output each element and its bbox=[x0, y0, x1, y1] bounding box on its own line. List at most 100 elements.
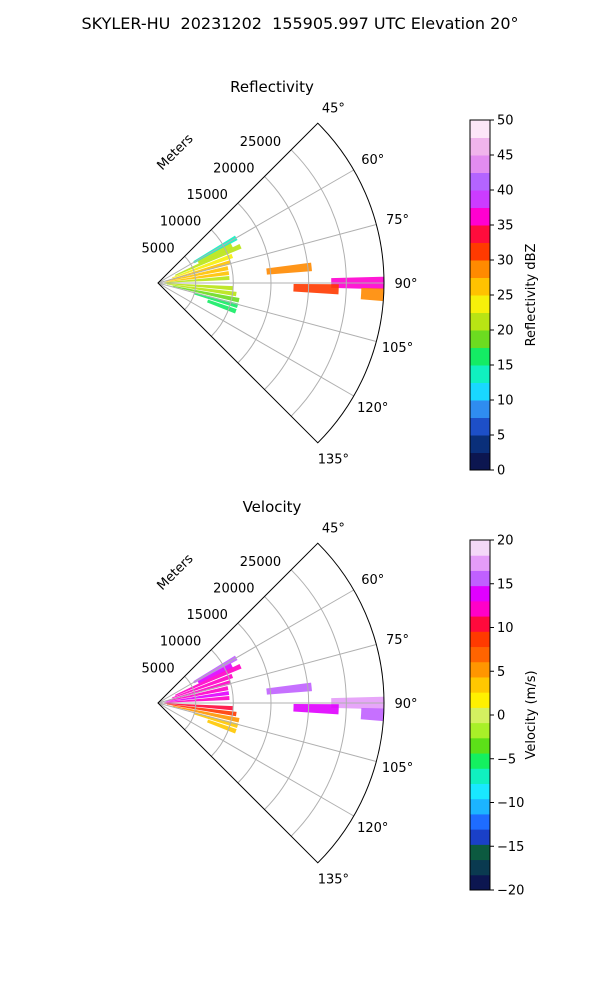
reflectivity-colorbar: 0 5 10 15 20 25 30 35 40 45 50 bbox=[469, 114, 514, 479]
colorbar-segment bbox=[470, 330, 490, 348]
colorbar-segment bbox=[470, 400, 490, 418]
azimuth-gridline bbox=[157, 702, 377, 762]
velocity-grid bbox=[157, 542, 385, 864]
colorbar-tick-label: 5 bbox=[497, 429, 505, 444]
colorbar-tick-label: 5 bbox=[497, 665, 505, 680]
colorbar-tick-label: 25 bbox=[497, 289, 514, 304]
data-gate bbox=[166, 266, 229, 282]
colorbar-segment bbox=[470, 707, 490, 724]
data-gate bbox=[266, 262, 312, 275]
angle-tick-label: 120° bbox=[357, 821, 388, 836]
range-tick-label: 10000 bbox=[160, 635, 201, 650]
data-gate bbox=[207, 719, 237, 734]
colorbar-segment bbox=[470, 260, 490, 278]
colorbar-tick-label: 10 bbox=[497, 621, 514, 636]
azimuth-gridline bbox=[157, 644, 377, 704]
angle-tick-label: 60° bbox=[361, 153, 384, 168]
reflectivity-tick-labels: 45° 60° 75° 90° 105° 120° 135° 5000 10000 15000 20… bbox=[142, 102, 418, 468]
colorbar-segment bbox=[470, 540, 490, 556]
data-gate bbox=[163, 276, 230, 283]
colorbar-tick-label: 0 bbox=[497, 709, 505, 724]
azimuth-gridline bbox=[157, 282, 354, 397]
colorbar-segment bbox=[470, 190, 490, 208]
angle-tick-label: 90° bbox=[394, 277, 417, 292]
reflectivity-colorbar-label: Reflectivity dBZ bbox=[524, 244, 539, 347]
data-gate bbox=[166, 284, 237, 297]
colorbar-segment bbox=[470, 277, 490, 296]
data-gate bbox=[172, 673, 234, 699]
velocity-title: Velocity bbox=[243, 498, 302, 516]
data-gate bbox=[207, 299, 237, 314]
angle-tick-label: 105° bbox=[382, 761, 413, 776]
colorbar-segment bbox=[470, 452, 490, 471]
velocity-tick-labels: 45° 60° 75° 90° 105° 120° 135° 5000 10000 15000 20… bbox=[142, 522, 418, 888]
colorbar-tick-label: 15 bbox=[497, 577, 514, 592]
colorbar-segment bbox=[470, 347, 490, 366]
colorbar-tick-label: 45 bbox=[497, 149, 514, 164]
data-gate bbox=[197, 663, 233, 684]
colorbar-segment bbox=[470, 813, 490, 830]
velocity-panel: Velocity 45°60°75°90°105°120°135°5000100… bbox=[142, 498, 539, 899]
colorbar-tick-label: −10 bbox=[497, 796, 524, 811]
colorbar-tick-label: 15 bbox=[497, 359, 514, 374]
colorbar-segment bbox=[470, 631, 490, 648]
range-tick-label: 25000 bbox=[240, 135, 281, 150]
data-gate bbox=[163, 696, 230, 703]
range-tick-label: 20000 bbox=[213, 581, 254, 596]
colorbar-segment bbox=[470, 585, 490, 602]
angle-tick-label: 75° bbox=[386, 633, 409, 648]
data-gate bbox=[172, 705, 240, 723]
colorbar-segment bbox=[470, 225, 490, 243]
colorbar-tick-label: 20 bbox=[497, 534, 514, 549]
data-gate bbox=[165, 691, 230, 703]
colorbar-tick-label: −5 bbox=[497, 752, 516, 767]
colorbar-segment bbox=[470, 120, 490, 138]
range-tick-label: 15000 bbox=[187, 188, 228, 203]
range-tick-label: 10000 bbox=[160, 215, 201, 230]
data-gate bbox=[166, 686, 229, 702]
range-tick-label: 5000 bbox=[142, 241, 175, 256]
data-gate bbox=[174, 663, 242, 696]
colorbar-segment bbox=[470, 859, 490, 876]
colorbar-segment bbox=[470, 365, 490, 383]
colorbar-segment bbox=[470, 874, 490, 891]
colorbar-segment bbox=[470, 600, 490, 617]
colorbar-segment bbox=[470, 783, 490, 800]
colorbar-segment bbox=[470, 753, 490, 769]
sector-frame bbox=[157, 542, 385, 864]
colorbar-segment bbox=[470, 646, 490, 663]
azimuth-gridline bbox=[157, 589, 354, 704]
angle-tick-label: 90° bbox=[394, 697, 417, 712]
angle-tick-label: 135° bbox=[318, 872, 349, 887]
colorbar-segment bbox=[470, 172, 490, 191]
colorbar-segment bbox=[470, 737, 490, 754]
data-gate bbox=[166, 704, 237, 717]
colorbar-segment bbox=[470, 722, 490, 739]
angle-tick-label: 135° bbox=[318, 452, 349, 467]
azimuth-gridline bbox=[157, 224, 377, 284]
colorbar-segment bbox=[470, 137, 490, 156]
angle-tick-label: 45° bbox=[322, 102, 345, 117]
angle-tick-label: 105° bbox=[382, 341, 413, 356]
colorbar-segment bbox=[470, 435, 490, 453]
colorbar-segment bbox=[470, 844, 490, 861]
data-gate bbox=[163, 703, 234, 711]
reflectivity-grid bbox=[157, 122, 385, 444]
colorbar-segment bbox=[470, 417, 490, 436]
data-gate bbox=[360, 287, 384, 302]
azimuth-gridline bbox=[157, 169, 354, 284]
range-tick-label: 20000 bbox=[213, 161, 254, 176]
colorbar-tick-label: 40 bbox=[497, 184, 514, 199]
azimuth-gridline bbox=[157, 282, 377, 342]
colorbar-segment bbox=[470, 829, 490, 845]
reflectivity-gates bbox=[163, 235, 385, 314]
velocity-colorbar: −20 −15 −10 −5 0 5 10 15 20 bbox=[469, 534, 524, 899]
colorbar-segment bbox=[470, 616, 490, 632]
data-gate bbox=[193, 712, 239, 729]
angle-tick-label: 60° bbox=[361, 573, 384, 588]
data-gate bbox=[168, 680, 231, 701]
reflectivity-panel: Reflectivity 45°60°75°90°105°120°135°500… bbox=[142, 78, 539, 479]
colorbar-segment bbox=[470, 155, 490, 173]
data-gate bbox=[197, 243, 233, 264]
colorbar-segment bbox=[470, 798, 490, 815]
